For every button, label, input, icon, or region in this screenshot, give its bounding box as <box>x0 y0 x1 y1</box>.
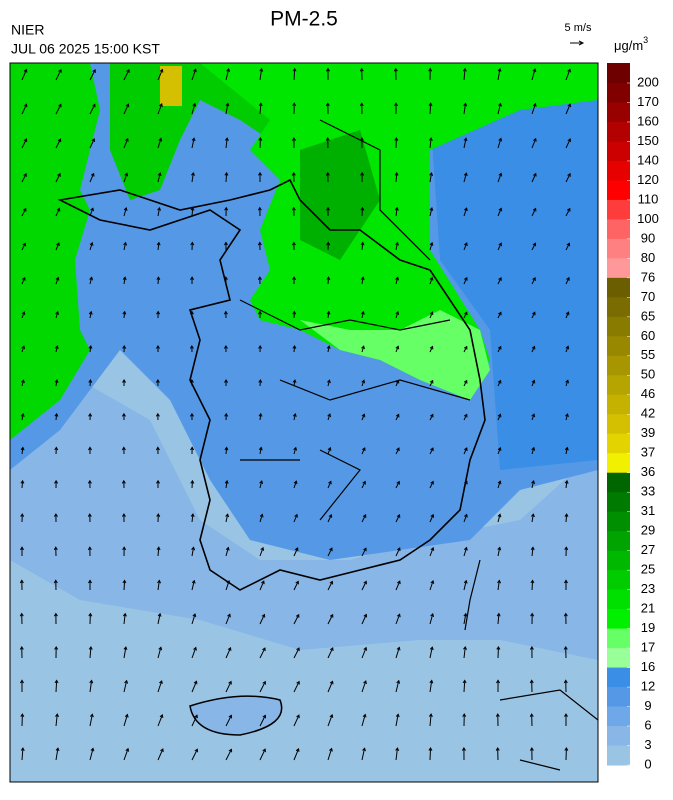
colorbar-tick-label: 37 <box>641 445 655 460</box>
wind-arrow <box>56 680 57 692</box>
colorbar-tick-label: 31 <box>641 503 655 518</box>
colorbar-tick-label: 29 <box>641 523 655 538</box>
colorbar-tick-label: 80 <box>641 250 655 265</box>
colorbar-swatch <box>607 200 630 220</box>
colorbar-swatch <box>607 356 630 376</box>
colorbar-swatch <box>607 551 630 571</box>
colorbar-swatch <box>607 219 630 239</box>
colorbar-swatch <box>607 629 630 649</box>
colorbar-swatch <box>607 414 630 434</box>
unit: μg/m3 <box>614 35 648 53</box>
map <box>10 63 598 782</box>
colorbar-swatch <box>607 317 630 337</box>
colorbar-swatch <box>607 63 630 84</box>
colorbar-swatch <box>607 687 630 707</box>
colorbar-swatch <box>607 375 630 395</box>
colorbar-tick-label: 160 <box>637 113 659 128</box>
colorbar-tick-label: 19 <box>641 620 655 635</box>
colorbar-swatch <box>607 707 630 727</box>
colorbar-swatch <box>607 83 630 103</box>
colorbar-tick-label: 150 <box>637 133 659 148</box>
colorbar-tick-label: 60 <box>641 328 655 343</box>
unit-base: μg/m <box>614 38 643 53</box>
title: PM-2.5 <box>270 8 338 31</box>
colorbar-tick-label: 120 <box>637 172 659 187</box>
colorbar-swatch <box>607 141 630 161</box>
colorbar-swatch <box>607 473 630 493</box>
colorbar-tick-label: 55 <box>641 347 655 362</box>
colorbar-swatch <box>607 570 630 590</box>
colorbar-tick-label: 3 <box>644 737 651 752</box>
colorbar-tick-label: 39 <box>641 425 655 440</box>
colorbar-swatch <box>607 102 630 122</box>
colorbar-swatch <box>607 648 630 668</box>
colorbar-tick-label: 90 <box>641 230 655 245</box>
colorbar-swatch <box>607 492 630 512</box>
colorbar-tick-label: 46 <box>641 386 655 401</box>
colorbar: 2001701601501401201101009080767065605550… <box>607 63 659 771</box>
colorbar-tick-label: 12 <box>641 678 655 693</box>
colorbar-swatch <box>607 258 630 278</box>
colorbar-swatch <box>607 395 630 415</box>
colorbar-swatch <box>607 668 630 688</box>
colorbar-tick-label: 200 <box>637 74 659 89</box>
colorbar-swatch <box>607 161 630 181</box>
colorbar-swatch <box>607 336 630 356</box>
colorbar-tick-label: 25 <box>641 562 655 577</box>
agency: NIER <box>11 22 44 38</box>
colorbar-tick-label: 17 <box>641 640 655 655</box>
colorbar-tick-label: 110 <box>638 191 659 206</box>
colorbar-swatch <box>607 590 630 610</box>
colorbar-swatch <box>607 297 630 317</box>
colorbar-swatch <box>607 609 630 629</box>
colorbar-tick-label: 21 <box>641 601 655 616</box>
colorbar-tick-label: 76 <box>641 269 655 284</box>
colorbar-swatch <box>607 180 630 200</box>
colorbar-swatch <box>607 239 630 259</box>
colorbar-tick-label: 42 <box>641 406 655 421</box>
colorbar-swatch <box>607 278 630 298</box>
colorbar-tick-label: 170 <box>637 94 659 109</box>
colorbar-swatch <box>607 746 630 766</box>
colorbar-swatch <box>607 453 630 473</box>
colorbar-swatch <box>607 531 630 551</box>
colorbar-tick-label: 23 <box>641 581 655 596</box>
colorbar-tick-label: 50 <box>641 367 655 382</box>
timestamp: JUL 06 2025 15:00 KST <box>11 41 160 57</box>
colorbar-tick-label: 27 <box>641 542 655 557</box>
colorbar-swatch <box>607 434 630 454</box>
colorbar-tick-label: 70 <box>641 289 655 304</box>
colorbar-tick-label: 100 <box>637 211 659 226</box>
pm-hotspot <box>160 66 182 106</box>
colorbar-tick-label: 0 <box>644 756 651 771</box>
colorbar-tick-label: 9 <box>644 698 651 713</box>
colorbar-tick-label: 33 <box>641 484 655 499</box>
colorbar-swatch <box>607 512 630 532</box>
colorbar-swatch <box>607 726 630 746</box>
colorbar-tick-label: 16 <box>641 659 655 674</box>
colorbar-tick-label: 65 <box>641 308 655 323</box>
colorbar-swatch <box>607 122 630 142</box>
wind-scale-label: 5 m/s <box>565 22 592 34</box>
colorbar-tick-label: 6 <box>644 717 651 732</box>
colorbar-tick-label: 36 <box>641 464 655 479</box>
colorbar-tick-label: 140 <box>637 152 659 167</box>
wind-arrow <box>430 748 431 760</box>
unit-sup: 3 <box>643 35 648 45</box>
